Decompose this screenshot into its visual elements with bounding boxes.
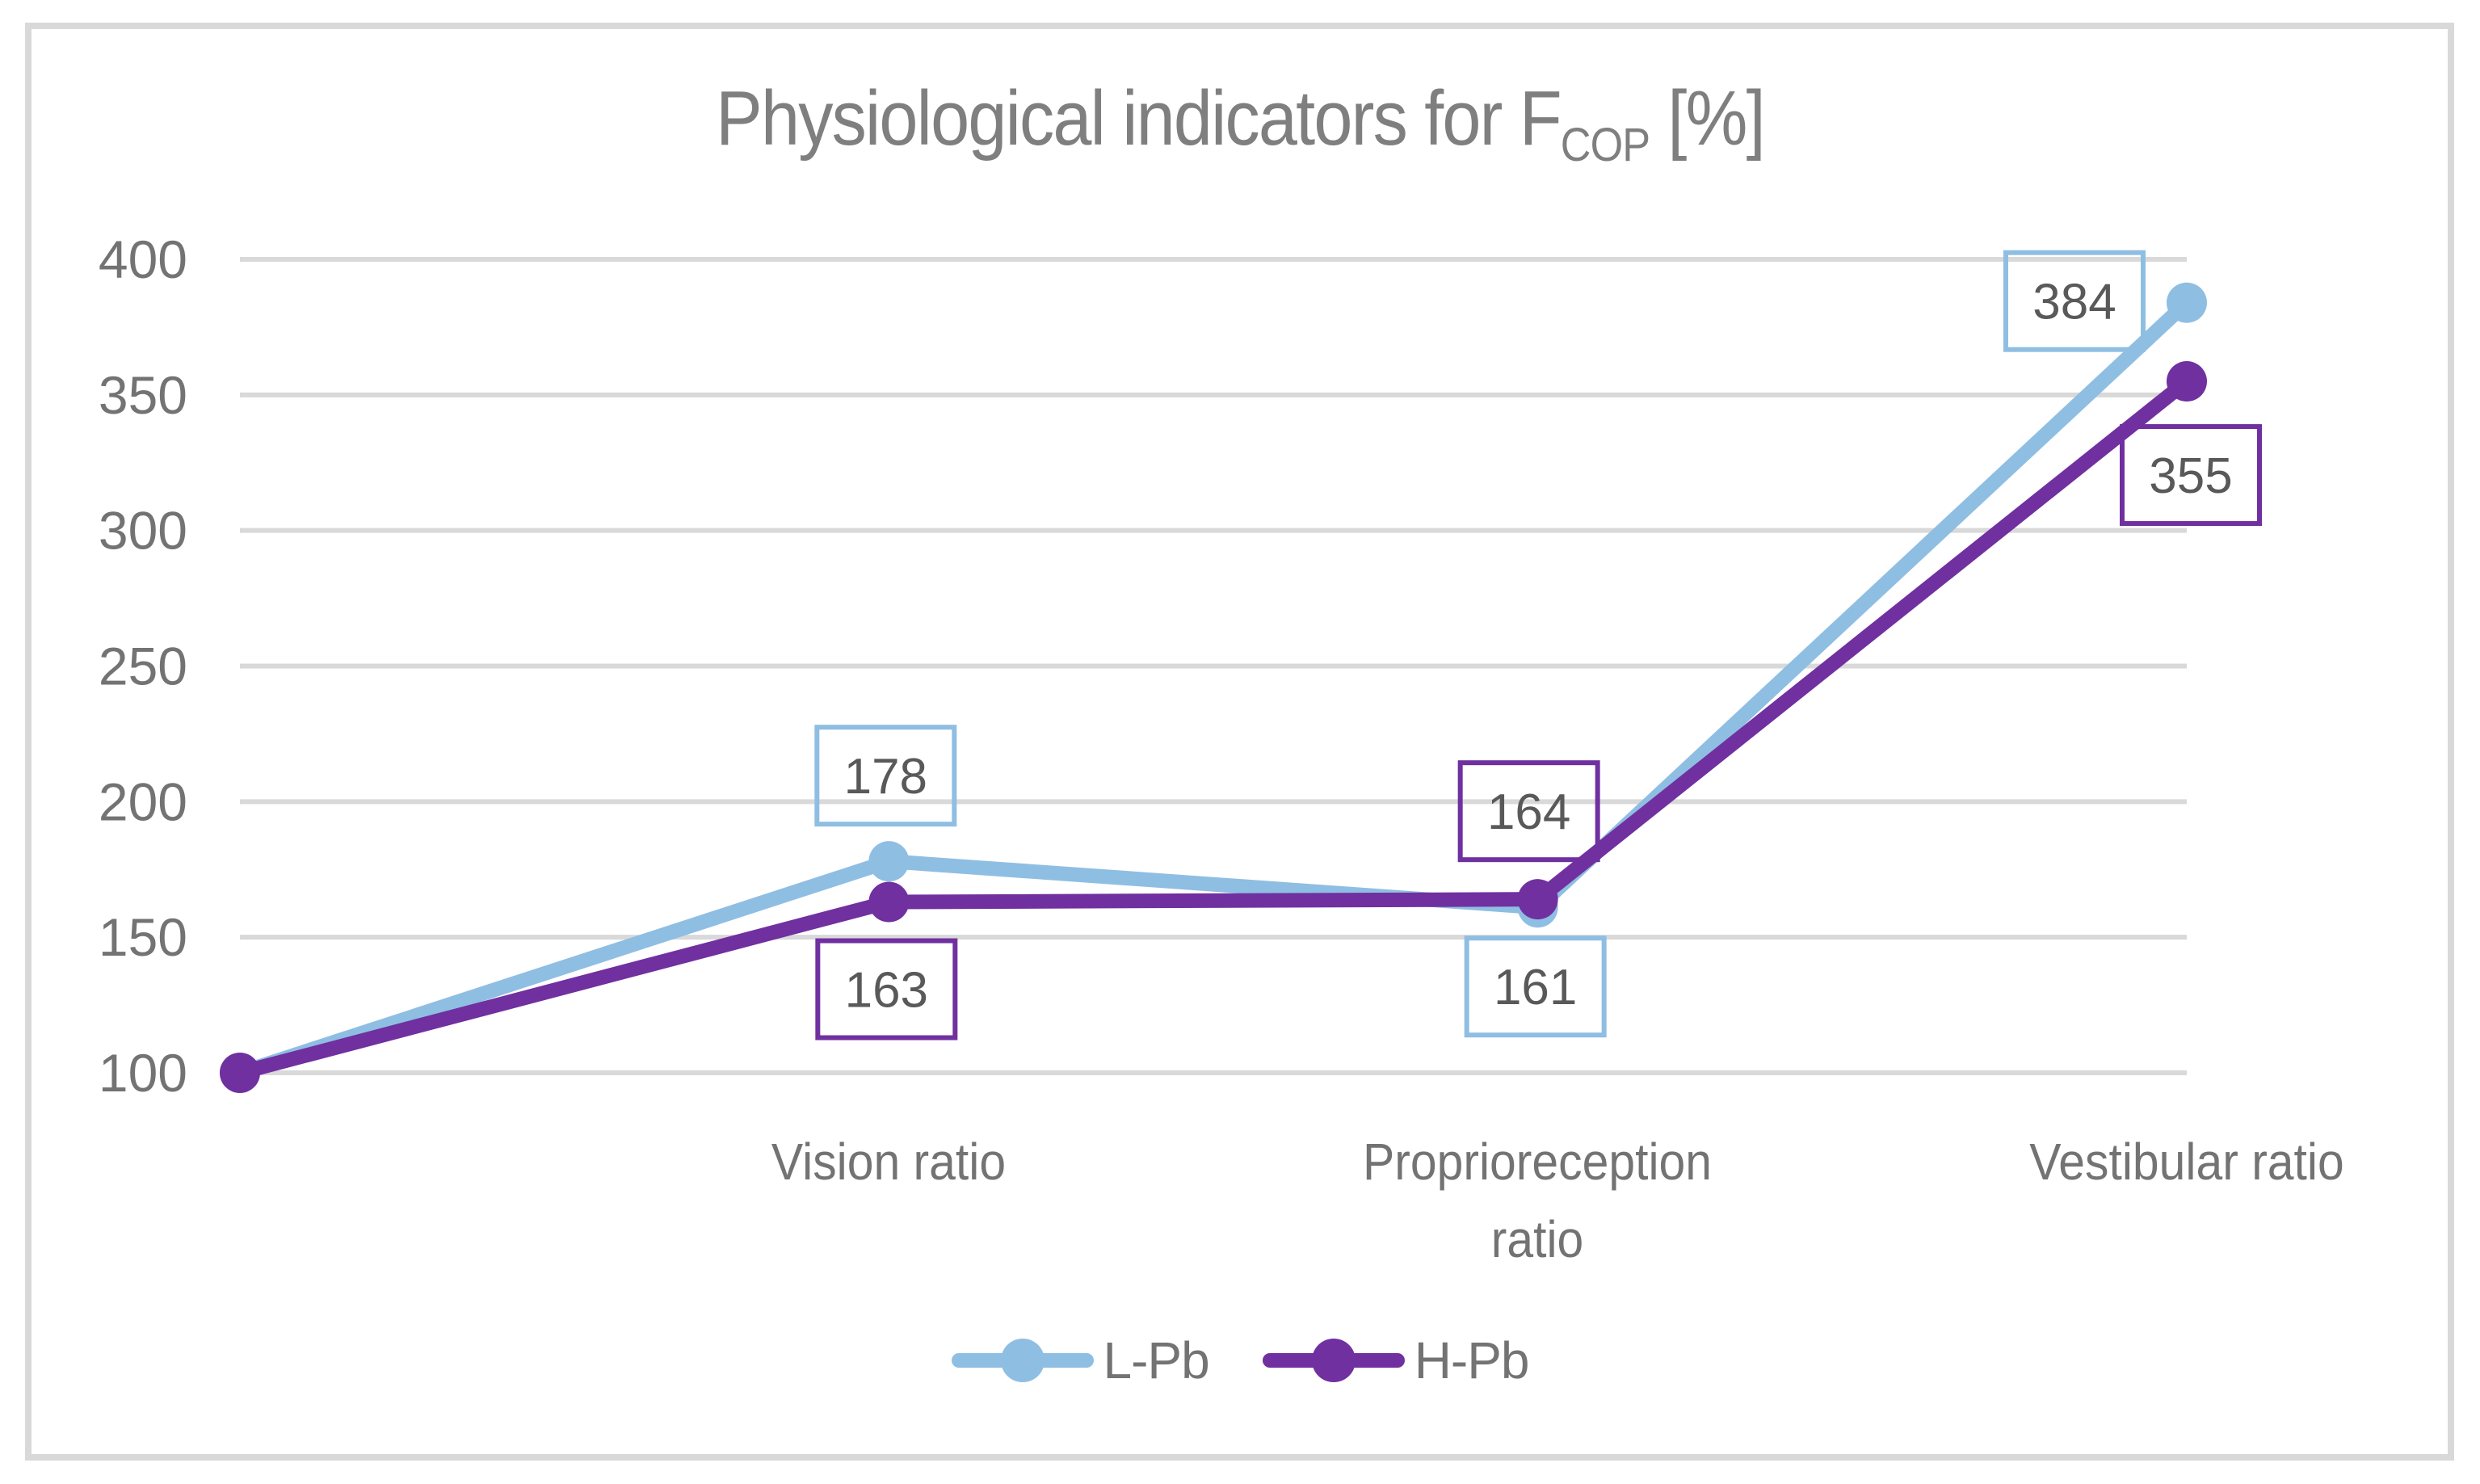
data-label-box-h-pb	[2120, 424, 2262, 527]
data-label-box-l-pb	[814, 725, 957, 827]
data-label-box-l-pb	[1464, 935, 1607, 1038]
x-axis-label-vision-ratio: Vision ratio	[771, 1133, 1007, 1191]
data-label-value: 384	[2032, 275, 2116, 330]
data-point-marker-h-pb	[868, 881, 910, 923]
y-tick-label: 300	[99, 501, 187, 561]
data-label-value: 164	[1487, 784, 1570, 840]
series-line-l-pb	[233, 295, 2194, 1080]
y-tick-label: 200	[99, 771, 187, 831]
y-tick-label: 350	[99, 365, 187, 425]
legend-dot-icon	[1000, 1339, 1045, 1382]
chart-border-frame	[25, 23, 2454, 1461]
legend-item-h-pb: H-Pb	[1262, 1331, 1530, 1390]
data-point-marker-h-pb	[220, 1053, 260, 1093]
legend-dot-icon	[1311, 1339, 1356, 1382]
legend-item-l-pb: L-Pb	[951, 1331, 1210, 1390]
data-label-box-h-pb	[1457, 760, 1600, 863]
data-label-box-l-pb	[2003, 250, 2146, 352]
y-tick-label: 250	[99, 637, 187, 696]
data-label-value: 355	[2149, 448, 2232, 504]
data-label-value: 163	[845, 963, 928, 1019]
data-point-marker-l-pb	[2167, 282, 2207, 323]
data-label-value: 178	[844, 749, 927, 805]
data-label-box-h-pb	[815, 938, 958, 1040]
chart-title-suffix: [%]	[1650, 75, 1765, 162]
legend: L-Pb H-Pb	[0, 1315, 2480, 1406]
legend-line-marker-l-pb	[951, 1339, 1094, 1382]
y-tick-label: 150	[99, 907, 187, 967]
data-point-marker-l-pb	[868, 841, 910, 882]
chart-title: Physiological indicators for FCOP [%]	[124, 74, 2356, 171]
y-tick-label: 400	[99, 229, 187, 289]
x-axis-label-proprioreception-ratio: Proprioreception ratio	[1362, 1133, 1713, 1268]
x-axis-label-vestibular-ratio: Vestibular ratio	[2029, 1133, 2344, 1191]
y-tick-label: 100	[99, 1043, 187, 1103]
data-label-value: 161	[1494, 960, 1577, 1015]
chart-title-subscript: COP	[1560, 119, 1650, 171]
series-line-h-pb	[233, 374, 2194, 1080]
legend-line-marker-h-pb	[1262, 1339, 1405, 1382]
legend-label-l-pb: L-Pb	[1103, 1331, 1210, 1389]
data-point-marker-h-pb	[1517, 879, 1558, 920]
chart-title-main: Physiological indicators for F	[716, 75, 1562, 162]
legend-label-h-pb: H-Pb	[1414, 1331, 1530, 1389]
data-point-marker-h-pb	[2167, 361, 2207, 402]
